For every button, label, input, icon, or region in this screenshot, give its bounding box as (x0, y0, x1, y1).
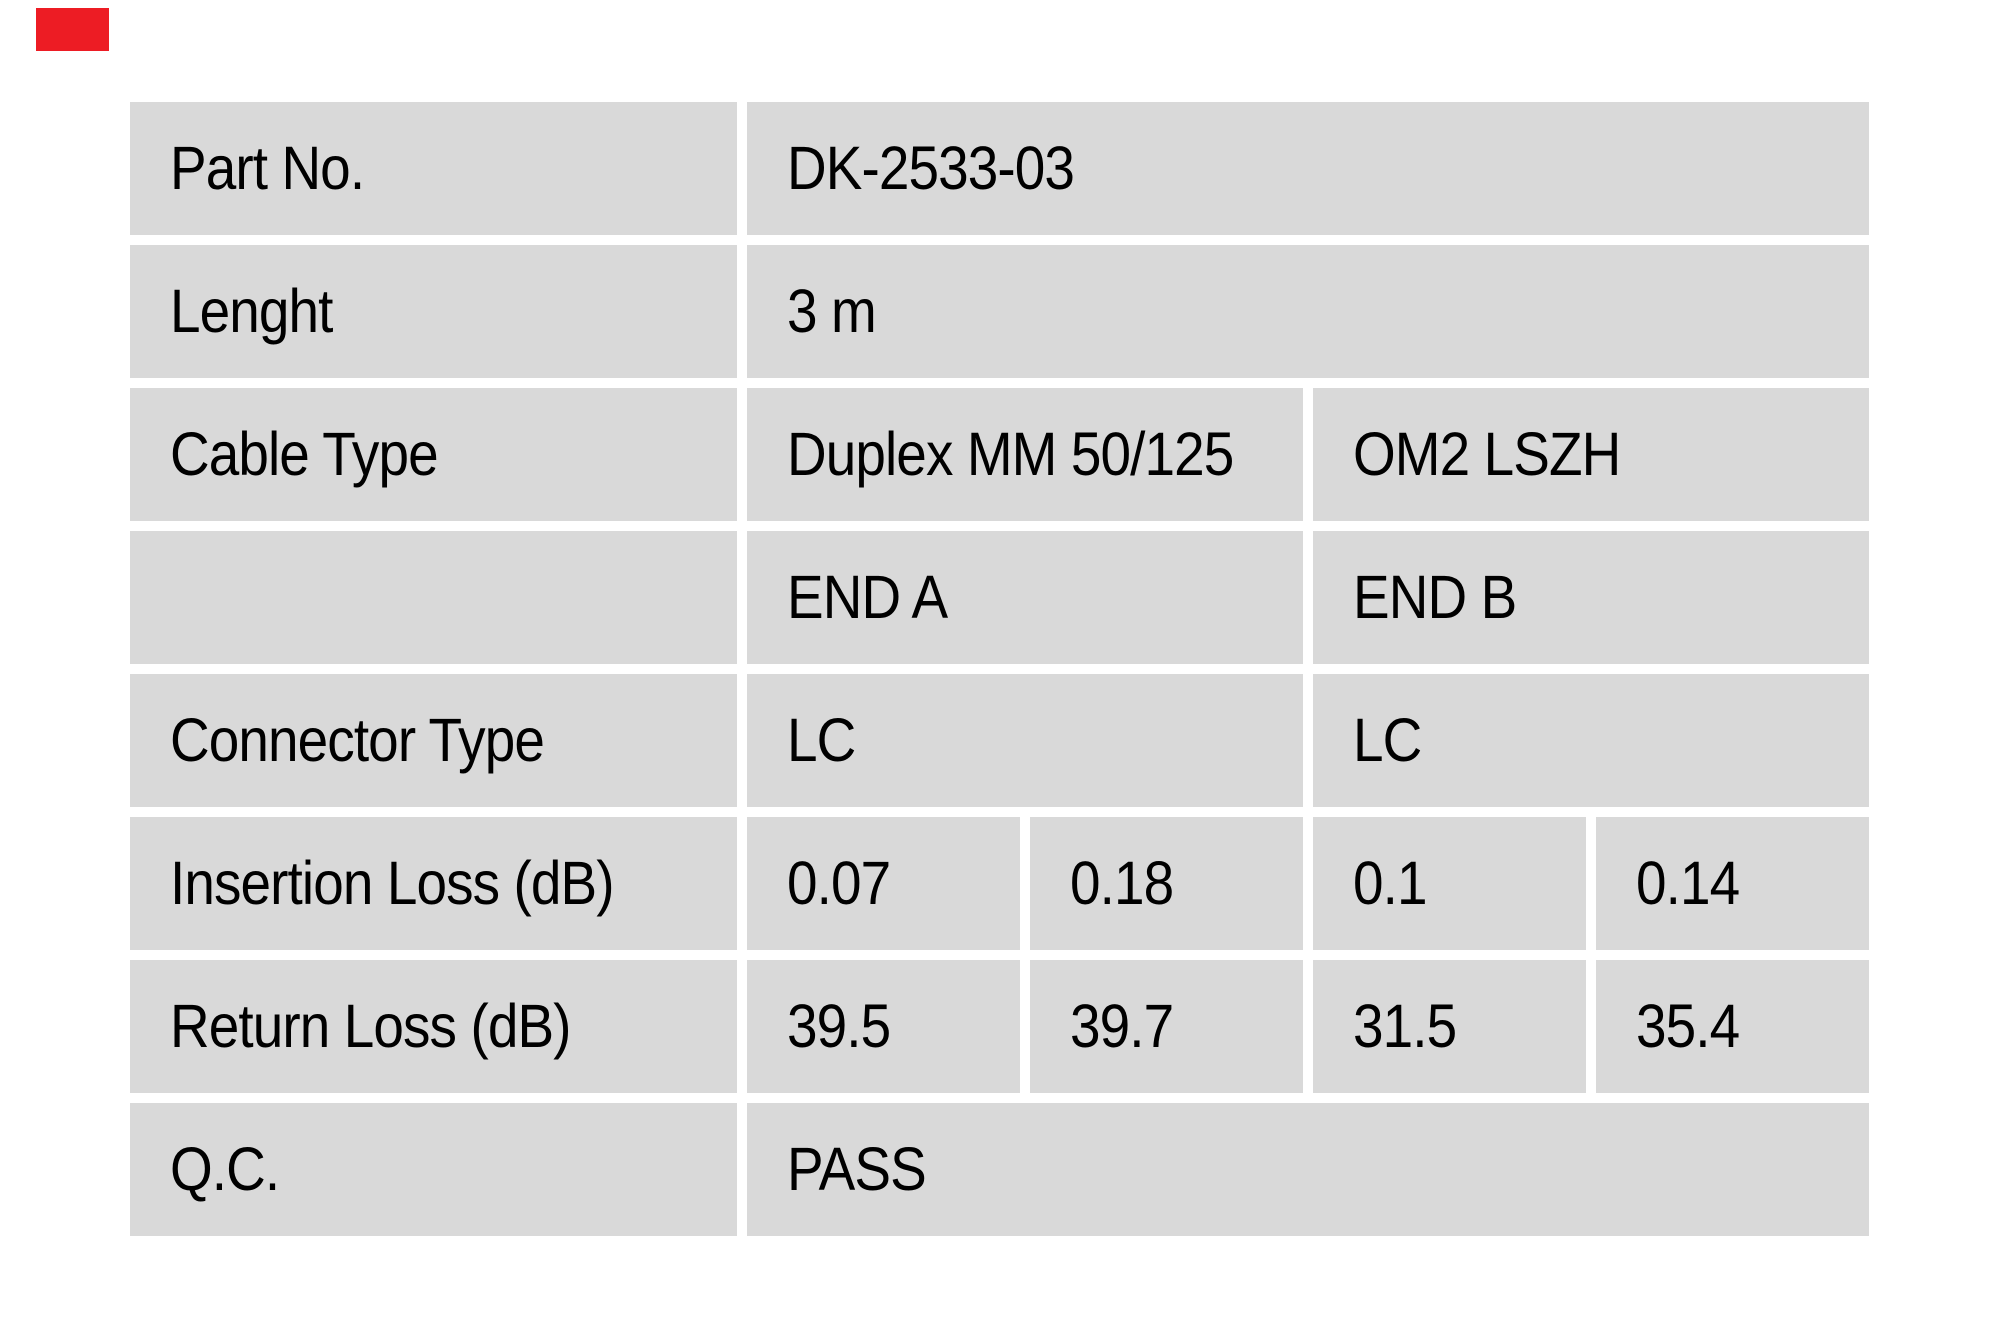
value-cell: DK-2533-03 (747, 102, 1869, 235)
value-cell: 39.5 (747, 960, 1020, 1093)
value-cell: PASS (747, 1103, 1869, 1236)
cell-text: Insertion Loss (dB) (170, 849, 615, 917)
value-cell: 0.07 (747, 817, 1020, 950)
cell-text: PASS (787, 1135, 927, 1203)
row-label (130, 531, 737, 664)
row-label: Lenght (130, 245, 737, 378)
value-cell: LC (747, 674, 1303, 807)
value-cell: 35.4 (1596, 960, 1869, 1093)
cell-text: 35.4 (1636, 992, 1740, 1060)
cell-text: Lenght (170, 277, 333, 345)
value-cell: Duplex MM 50/125 (747, 388, 1303, 521)
cell-text: Connector Type (170, 706, 545, 774)
cell-text: DK-2533-03 (787, 134, 1075, 202)
row-label: Cable Type (130, 388, 737, 521)
cell-text: Return Loss (dB) (170, 992, 571, 1060)
cell-text: END A (787, 563, 948, 631)
value-cell: 0.18 (1030, 817, 1303, 950)
row-label: Insertion Loss (dB) (130, 817, 737, 950)
cell-text: Part No. (170, 134, 365, 202)
value-cell: END A (747, 531, 1303, 664)
cell-text: 39.5 (787, 992, 891, 1060)
row-label: Part No. (130, 102, 737, 235)
cell-text: 31.5 (1353, 992, 1457, 1060)
value-cell: 39.7 (1030, 960, 1303, 1093)
cell-text: 3 m (787, 277, 877, 345)
cell-text: 39.7 (1070, 992, 1174, 1060)
row-label: Q.C. (130, 1103, 737, 1236)
cell-text: LC (787, 706, 856, 774)
spec-table: Part No. DK-2533-03 Lenght 3 m Cable Type Dup… (130, 102, 1869, 1236)
value-cell: 0.1 (1313, 817, 1586, 950)
cell-text: END B (1353, 563, 1517, 631)
cell-text: 0.18 (1070, 849, 1174, 917)
cell-text: Cable Type (170, 420, 439, 488)
value-cell: 0.14 (1596, 817, 1869, 950)
value-cell: END B (1313, 531, 1869, 664)
value-cell: 3 m (747, 245, 1869, 378)
cell-text: OM2 LSZH (1353, 420, 1621, 488)
cell-text: LC (1353, 706, 1422, 774)
cell-text: 0.14 (1636, 849, 1740, 917)
row-label: Connector Type (130, 674, 737, 807)
cell-text: 0.1 (1353, 849, 1428, 917)
value-cell: OM2 LSZH (1313, 388, 1869, 521)
cell-text: 0.07 (787, 849, 891, 917)
value-cell: 31.5 (1313, 960, 1586, 1093)
cell-text: Duplex MM 50/125 (787, 420, 1234, 488)
cell-text: Q.C. (170, 1135, 280, 1203)
row-label: Return Loss (dB) (130, 960, 737, 1093)
value-cell: LC (1313, 674, 1869, 807)
red-marker (36, 8, 109, 51)
